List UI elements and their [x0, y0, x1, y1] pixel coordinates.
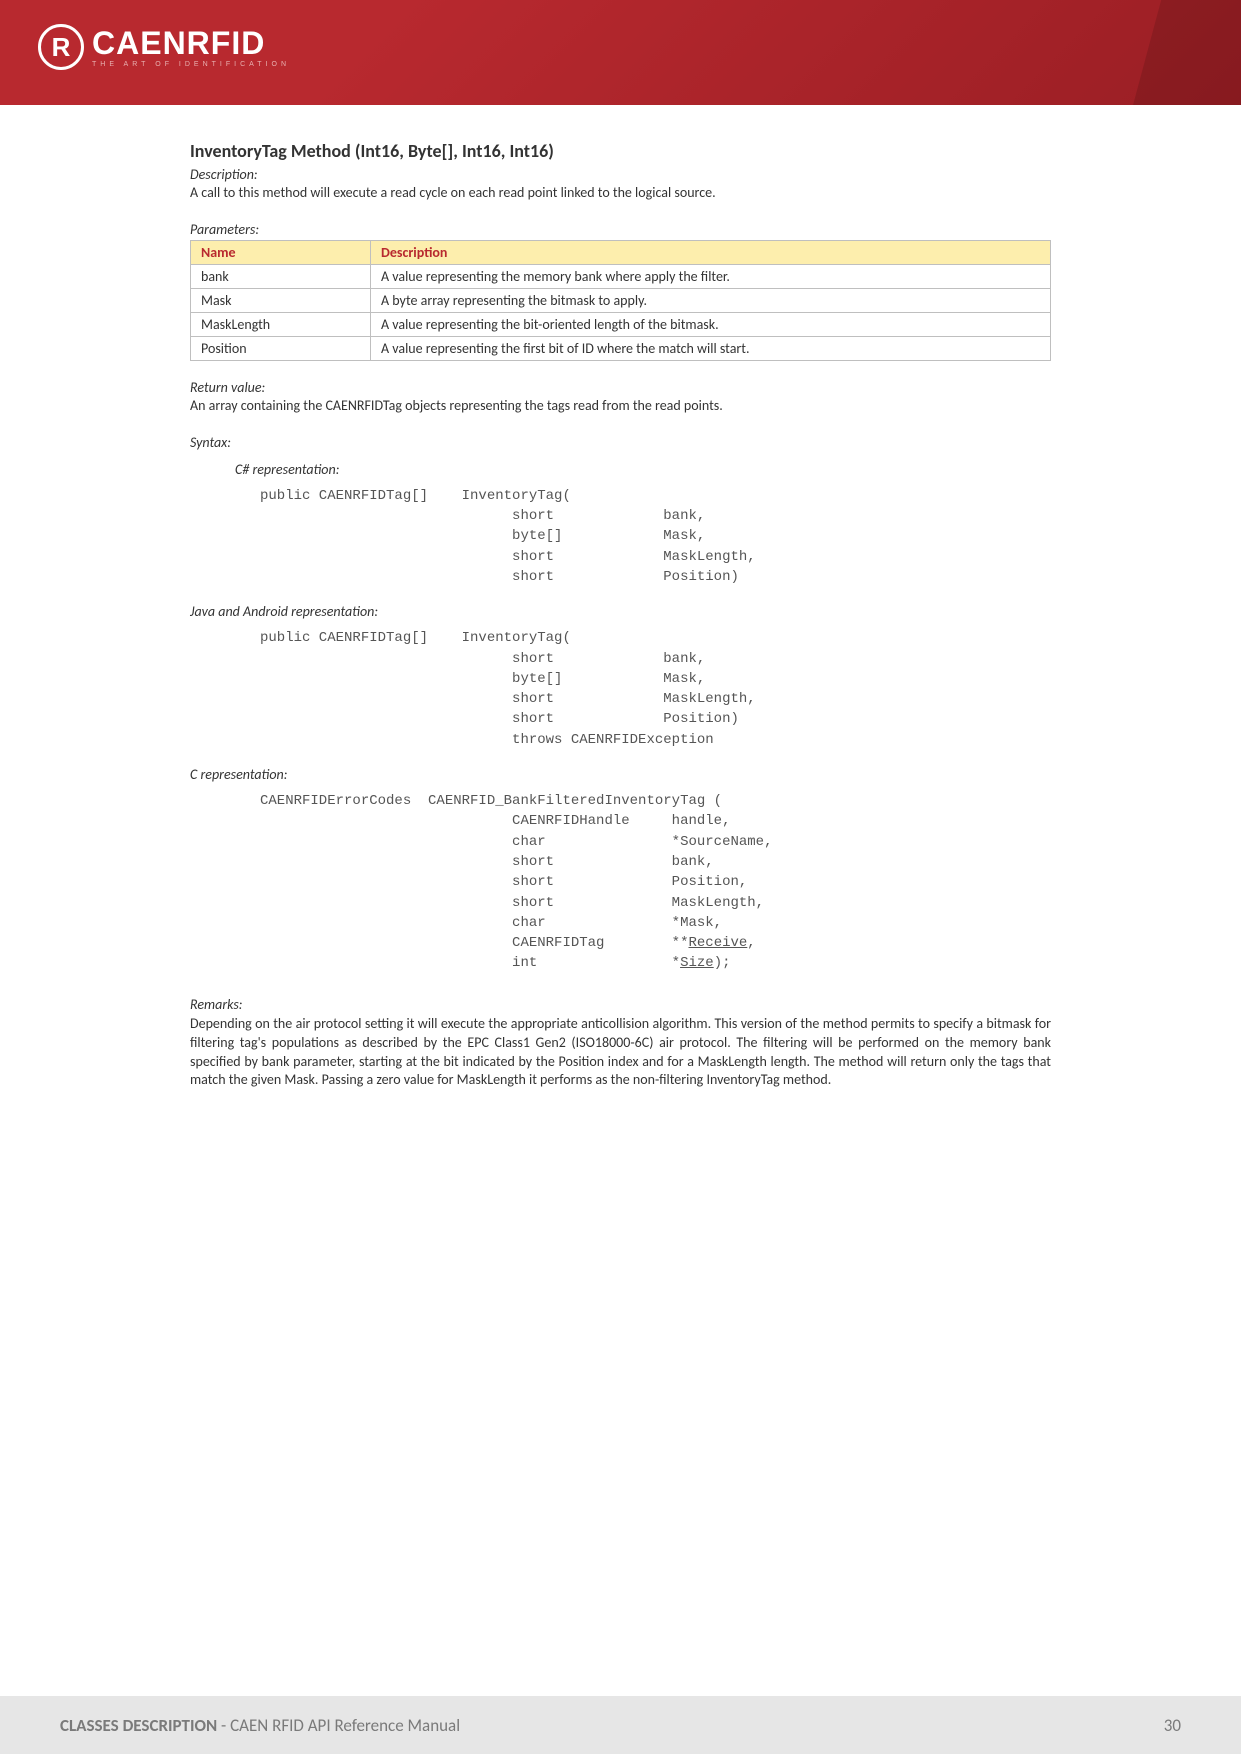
- param-name: Position: [191, 336, 371, 360]
- c-code: CAENRFIDErrorCodes CAENRFID_BankFiltered…: [260, 791, 1051, 974]
- remarks-section: Remarks: Depending on the air protocol s…: [190, 996, 1051, 1091]
- footer-section: CLASSES DESCRIPTION: [60, 1715, 217, 1736]
- table-row: MaskLength A value representing the bit-…: [191, 312, 1051, 336]
- logo-text: CAENRFID THE ART OF IDENTIFICATION: [92, 27, 290, 68]
- c-label: C representation:: [190, 766, 1051, 783]
- footer: CLASSES DESCRIPTION - CAEN RFID API Refe…: [0, 1696, 1241, 1754]
- logo-icon-letter: R: [52, 32, 71, 63]
- param-desc: A value representing the first bit of ID…: [371, 336, 1051, 360]
- footer-doc: - CAEN RFID API Reference Manual: [217, 1715, 460, 1736]
- remarks-label: Remarks:: [190, 996, 1051, 1013]
- param-name: MaskLength: [191, 312, 371, 336]
- java-code: public CAENRFIDTag[] InventoryTag( short…: [260, 628, 1051, 750]
- param-desc: A byte array representing the bitmask to…: [371, 288, 1051, 312]
- remarks-text: Depending on the air protocol setting it…: [190, 1015, 1051, 1091]
- c-code-receive: Receive: [688, 935, 747, 951]
- logo-sub: THE ART OF IDENTIFICATION: [92, 61, 290, 68]
- param-header-desc: Description: [371, 240, 1051, 264]
- description-label: Description:: [190, 166, 1051, 183]
- parameters-label: Parameters:: [190, 221, 1051, 238]
- header-bar: R CAENRFID THE ART OF IDENTIFICATION: [0, 0, 1241, 105]
- param-name: bank: [191, 264, 371, 288]
- parameters-table: Name Description bank A value representi…: [190, 240, 1051, 361]
- content: InventoryTag Method (Int16, Byte[], Int1…: [0, 105, 1241, 1090]
- java-label: Java and Android representation:: [190, 603, 1051, 620]
- footer-page: 30: [1164, 1715, 1181, 1736]
- param-desc: A value representing the memory bank whe…: [371, 264, 1051, 288]
- c-code-prefix: CAENRFIDErrorCodes CAENRFID_BankFiltered…: [260, 793, 772, 951]
- csharp-label: C# representation:: [235, 461, 1051, 478]
- return-label: Return value:: [190, 379, 1051, 396]
- syntax-label: Syntax:: [190, 434, 1051, 451]
- syntax-section: Syntax: C# representation: public CAENRF…: [190, 434, 1051, 974]
- return-section: Return value: An array containing the CA…: [190, 379, 1051, 416]
- table-row: bank A value representing the memory ban…: [191, 264, 1051, 288]
- method-title: InventoryTag Method (Int16, Byte[], Int1…: [190, 140, 1051, 162]
- table-row: Mask A byte array representing the bitma…: [191, 288, 1051, 312]
- table-row: Position A value representing the first …: [191, 336, 1051, 360]
- csharp-code: public CAENRFIDTag[] InventoryTag( short…: [260, 486, 1051, 587]
- logo-icon: R: [38, 24, 84, 70]
- param-header-name: Name: [191, 240, 371, 264]
- param-desc: A value representing the bit-oriented le…: [371, 312, 1051, 336]
- c-code-end: );: [714, 955, 731, 971]
- return-text: An array containing the CAENRFIDTag obje…: [190, 397, 1051, 416]
- param-name: Mask: [191, 288, 371, 312]
- footer-left: CLASSES DESCRIPTION - CAEN RFID API Refe…: [60, 1715, 460, 1736]
- logo: R CAENRFID THE ART OF IDENTIFICATION: [38, 24, 290, 70]
- parameters-section: Parameters: Name Description bank A valu…: [190, 221, 1051, 361]
- description-text: A call to this method will execute a rea…: [190, 184, 1051, 203]
- c-code-size: Size: [680, 955, 714, 971]
- logo-main: CAENRFID: [92, 27, 290, 59]
